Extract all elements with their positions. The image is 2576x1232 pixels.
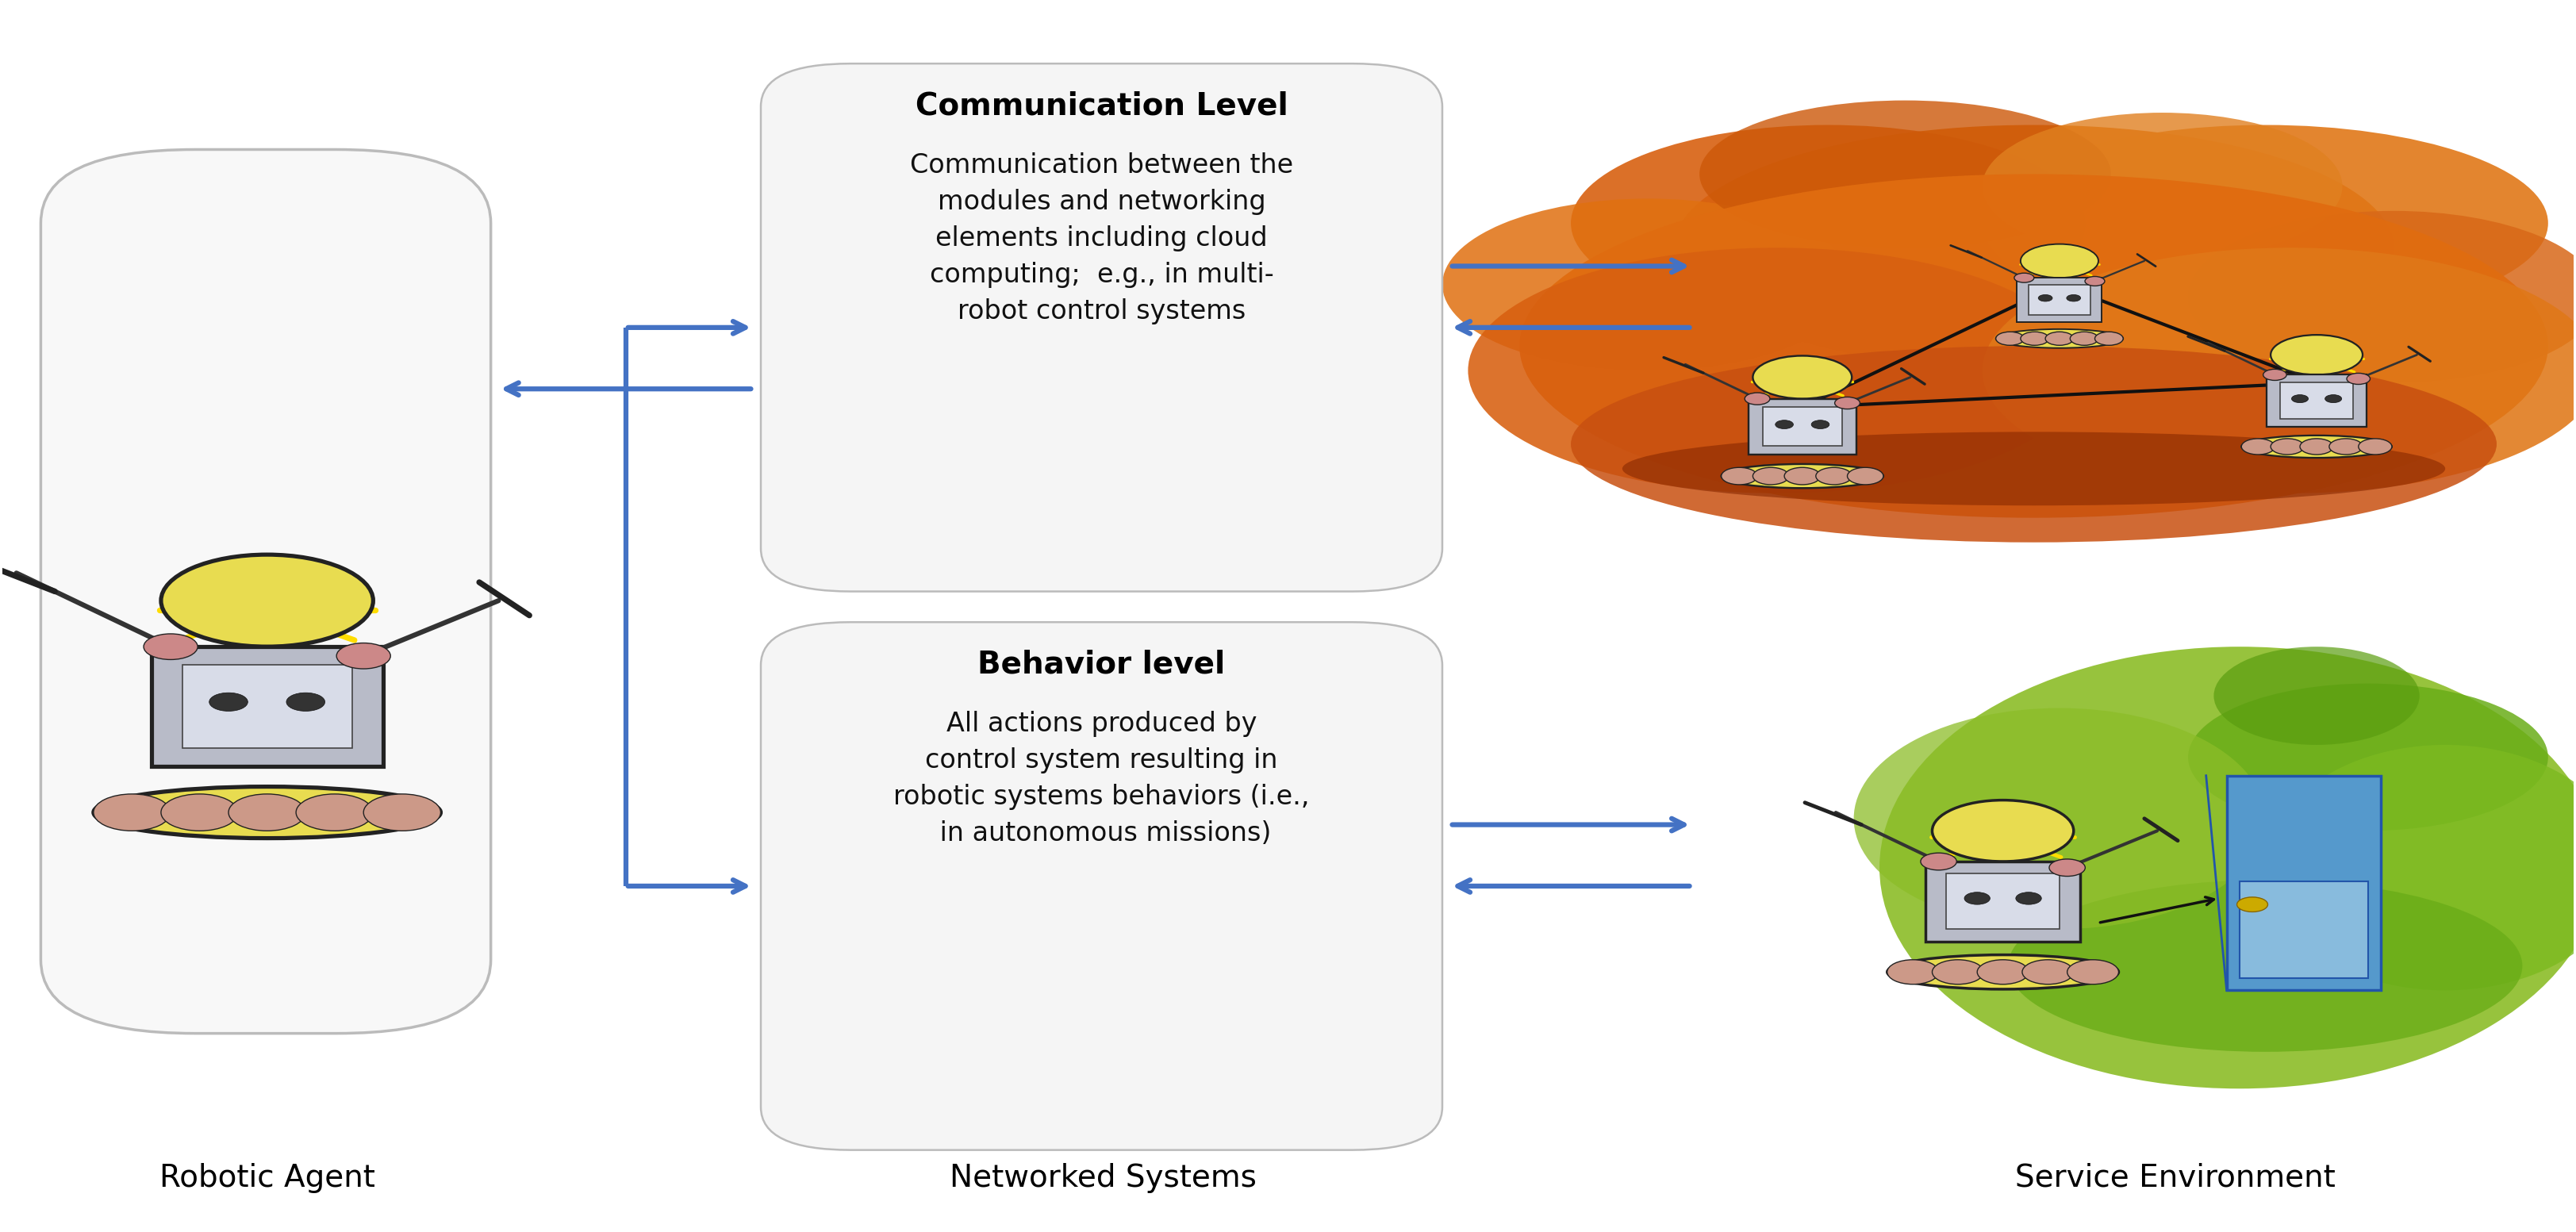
FancyBboxPatch shape xyxy=(2226,776,2380,991)
Circle shape xyxy=(1834,397,1860,409)
Circle shape xyxy=(2038,294,2053,302)
Ellipse shape xyxy=(1855,708,2264,929)
Ellipse shape xyxy=(1623,432,2445,505)
Ellipse shape xyxy=(1571,346,2496,542)
FancyBboxPatch shape xyxy=(183,665,353,748)
Circle shape xyxy=(1996,331,2025,345)
FancyBboxPatch shape xyxy=(760,64,1443,591)
FancyBboxPatch shape xyxy=(2239,881,2367,978)
Circle shape xyxy=(2326,394,2342,403)
Ellipse shape xyxy=(2269,335,2362,375)
Ellipse shape xyxy=(1520,174,2548,517)
Ellipse shape xyxy=(1888,955,2117,989)
Circle shape xyxy=(2066,960,2117,984)
FancyBboxPatch shape xyxy=(41,149,492,1034)
Ellipse shape xyxy=(1984,112,2342,260)
Text: Communication between the
modules and networking
elements including cloud
comput: Communication between the modules and ne… xyxy=(909,152,1293,324)
Circle shape xyxy=(2045,331,2074,345)
Circle shape xyxy=(363,793,440,830)
Circle shape xyxy=(144,633,198,659)
Circle shape xyxy=(2017,892,2040,904)
Ellipse shape xyxy=(1721,464,1883,488)
FancyBboxPatch shape xyxy=(2017,277,2102,322)
Text: Networked Systems: Networked Systems xyxy=(951,1163,1257,1193)
Ellipse shape xyxy=(2009,880,2522,1052)
Circle shape xyxy=(1816,467,1852,484)
Circle shape xyxy=(93,793,170,830)
Circle shape xyxy=(2264,370,2287,381)
Ellipse shape xyxy=(1996,329,2123,347)
Circle shape xyxy=(2094,331,2123,345)
Ellipse shape xyxy=(2241,435,2393,458)
Circle shape xyxy=(2048,859,2084,876)
Ellipse shape xyxy=(1674,124,2393,371)
Circle shape xyxy=(1847,467,1883,484)
Circle shape xyxy=(2066,294,2081,302)
Circle shape xyxy=(2360,439,2393,455)
Ellipse shape xyxy=(160,554,374,647)
Ellipse shape xyxy=(1752,356,1852,399)
Circle shape xyxy=(2293,394,2308,403)
Ellipse shape xyxy=(2187,684,2548,830)
Circle shape xyxy=(1932,960,1984,984)
FancyBboxPatch shape xyxy=(2267,375,2367,426)
Text: Communication Level: Communication Level xyxy=(914,91,1288,121)
Circle shape xyxy=(1744,393,1770,405)
Circle shape xyxy=(1965,892,1991,904)
Circle shape xyxy=(160,793,237,830)
Ellipse shape xyxy=(2187,211,2576,383)
Ellipse shape xyxy=(1700,101,2110,248)
Circle shape xyxy=(1978,960,2030,984)
Text: Behavior level: Behavior level xyxy=(979,649,1226,679)
Circle shape xyxy=(2084,276,2105,286)
Circle shape xyxy=(2014,274,2035,282)
Circle shape xyxy=(1752,467,1788,484)
Circle shape xyxy=(2022,960,2074,984)
Circle shape xyxy=(296,793,374,830)
Circle shape xyxy=(1785,467,1821,484)
Circle shape xyxy=(2236,897,2267,912)
Text: All actions produced by
control system resulting in
robotic systems behaviors (i: All actions produced by control system r… xyxy=(894,711,1309,846)
Ellipse shape xyxy=(2264,745,2576,991)
FancyBboxPatch shape xyxy=(2027,285,2092,315)
Circle shape xyxy=(209,692,247,711)
Circle shape xyxy=(1775,420,1793,429)
Ellipse shape xyxy=(1571,124,2084,322)
Circle shape xyxy=(1922,853,1958,870)
FancyBboxPatch shape xyxy=(152,647,384,766)
Circle shape xyxy=(1888,960,1940,984)
Ellipse shape xyxy=(1932,800,2074,861)
Ellipse shape xyxy=(1880,647,2576,1089)
Circle shape xyxy=(337,643,392,669)
Circle shape xyxy=(229,793,307,830)
Ellipse shape xyxy=(2020,244,2099,277)
Circle shape xyxy=(2020,331,2048,345)
FancyBboxPatch shape xyxy=(1927,861,2079,941)
FancyBboxPatch shape xyxy=(1947,873,2058,929)
Ellipse shape xyxy=(1468,248,2084,493)
Circle shape xyxy=(2300,439,2334,455)
Ellipse shape xyxy=(1984,248,2576,493)
FancyBboxPatch shape xyxy=(760,622,1443,1149)
Circle shape xyxy=(2241,439,2275,455)
Circle shape xyxy=(2071,331,2099,345)
Circle shape xyxy=(2329,439,2362,455)
Ellipse shape xyxy=(2213,647,2419,745)
Circle shape xyxy=(2347,373,2370,384)
Text: Service Environment: Service Environment xyxy=(2014,1163,2336,1193)
Ellipse shape xyxy=(93,787,440,838)
Circle shape xyxy=(1721,467,1757,484)
FancyBboxPatch shape xyxy=(1749,399,1857,455)
Circle shape xyxy=(1811,420,1829,429)
FancyBboxPatch shape xyxy=(2280,383,2354,419)
Ellipse shape xyxy=(1984,124,2548,322)
Circle shape xyxy=(2269,439,2303,455)
Circle shape xyxy=(286,692,325,711)
Text: Robotic Agent: Robotic Agent xyxy=(160,1163,376,1193)
FancyBboxPatch shape xyxy=(1762,408,1842,446)
Ellipse shape xyxy=(1443,198,1855,371)
